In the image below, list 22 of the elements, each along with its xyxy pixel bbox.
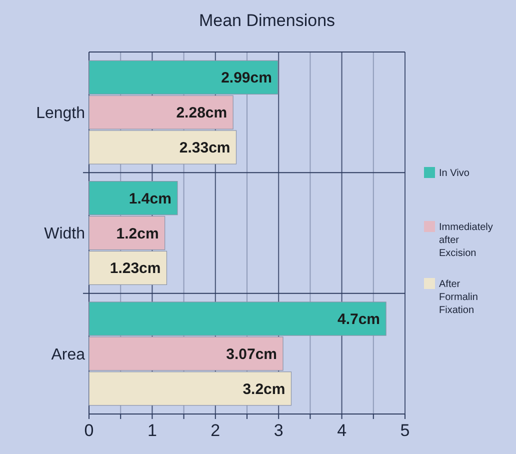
legend-label: After Formalin Fixation bbox=[439, 279, 478, 316]
x-tick-label: 5 bbox=[400, 421, 410, 440]
x-tick-label: 3 bbox=[274, 421, 284, 440]
data-label: 3.07cm bbox=[226, 346, 278, 363]
data-label: 4.7cm bbox=[337, 310, 380, 328]
x-tick-label: 4 bbox=[337, 421, 347, 440]
data-label: 1.23cm bbox=[110, 260, 161, 278]
data-label: 2.33cm bbox=[179, 140, 230, 157]
y-tick-label: Area bbox=[51, 346, 86, 364]
y-tick-label: Width bbox=[44, 226, 85, 243]
x-tick-label: 1 bbox=[147, 421, 157, 440]
legend-label: Immediately after Excision bbox=[439, 222, 493, 259]
y-tick-label: Length bbox=[36, 104, 85, 122]
chart-title: Mean Dimensions bbox=[198, 11, 336, 30]
data-label: 2.99cm bbox=[221, 70, 272, 87]
data-label: 1.2cm bbox=[116, 225, 159, 242]
data-label: 3.2cm bbox=[242, 380, 286, 398]
legend-label: In Vivo bbox=[439, 168, 470, 179]
x-tick-label: 0 bbox=[84, 421, 94, 440]
data-label: 1.4cm bbox=[128, 190, 172, 208]
data-label: 2.28cm bbox=[176, 104, 228, 122]
x-tick-label: 2 bbox=[210, 421, 220, 440]
